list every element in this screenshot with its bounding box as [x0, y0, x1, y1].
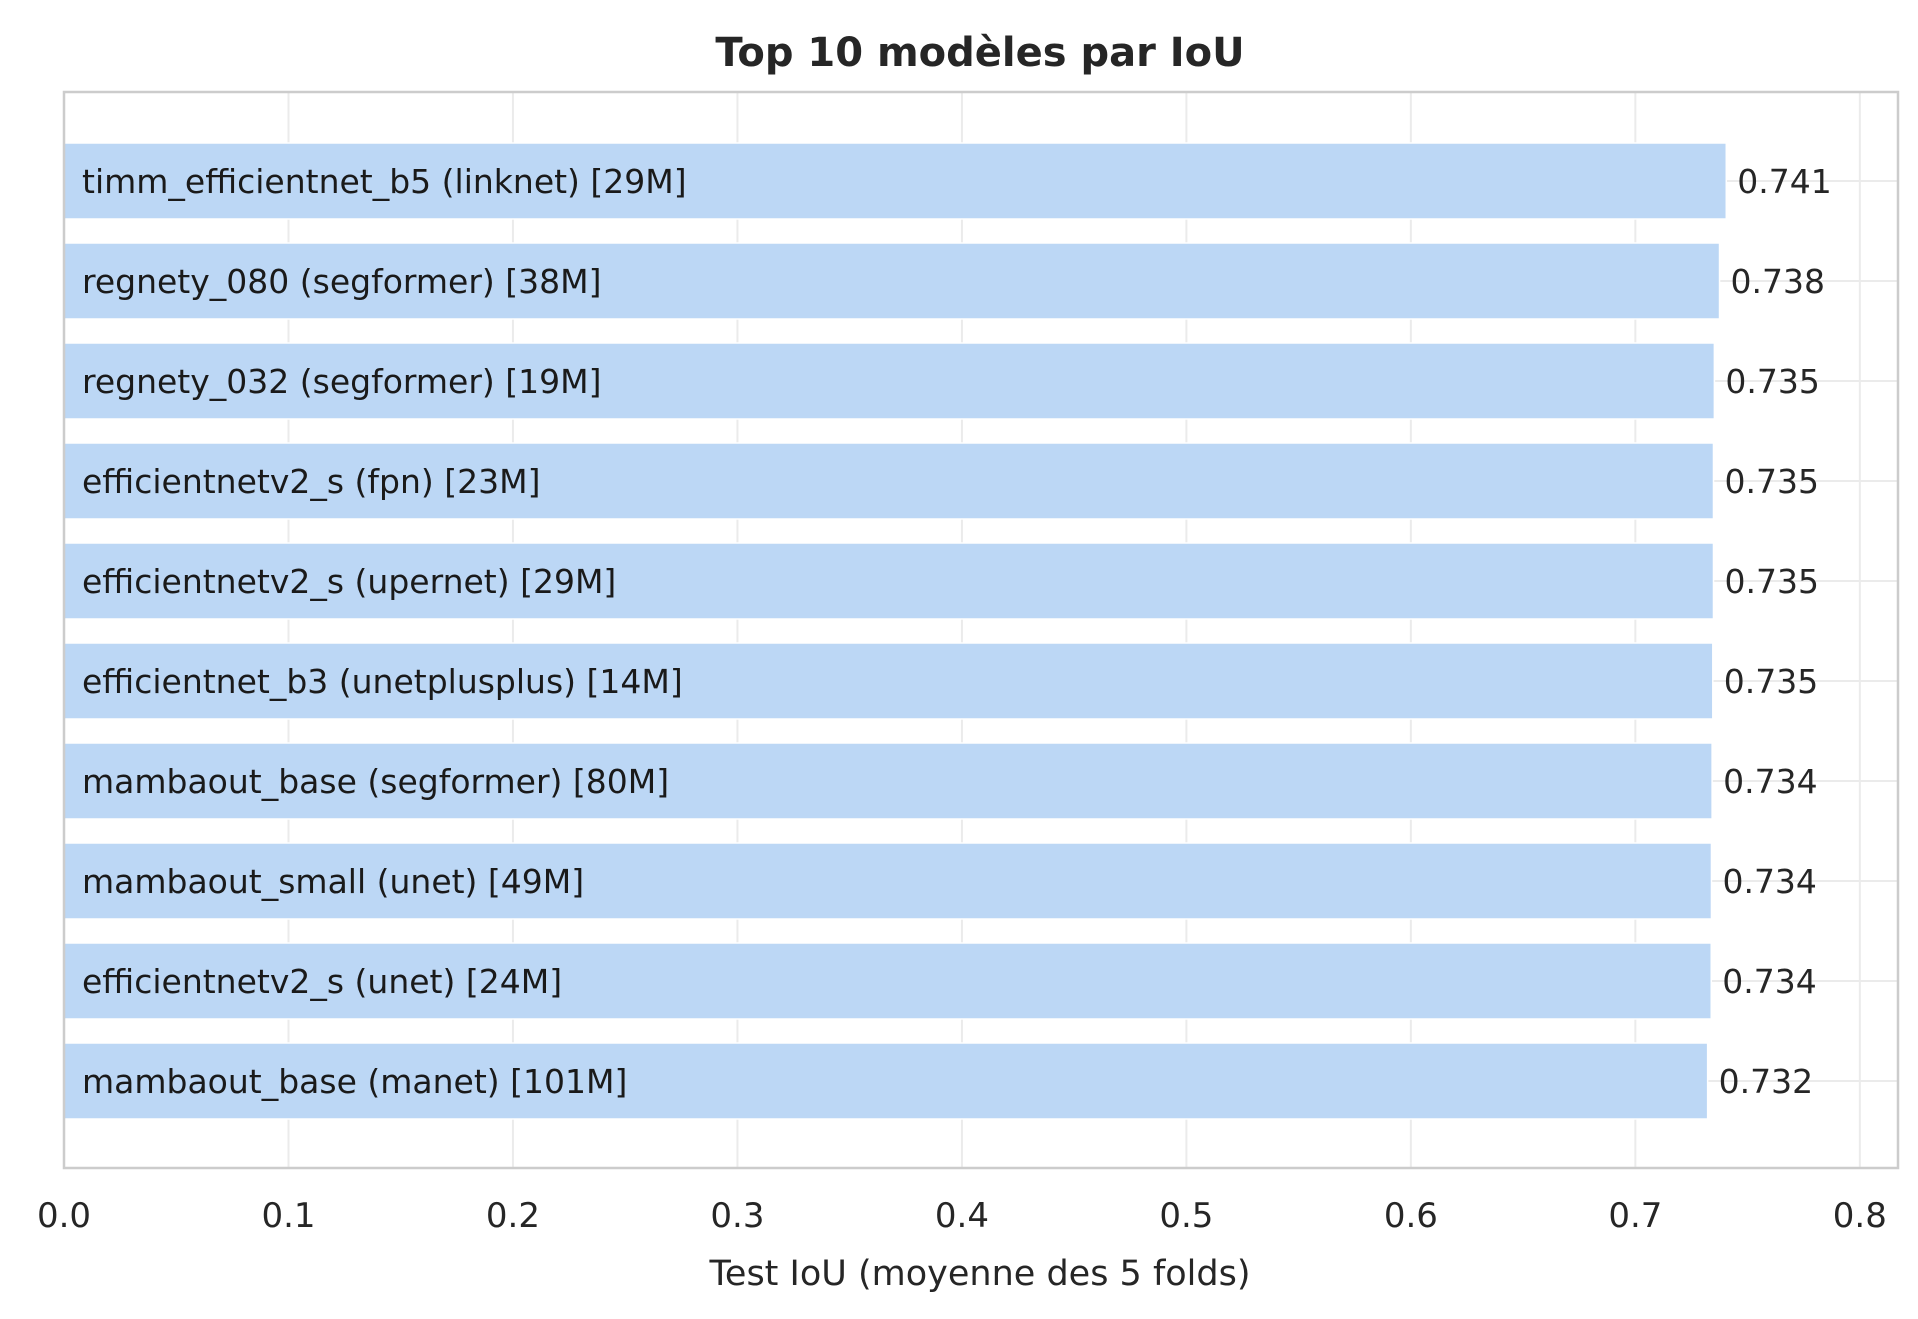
bar [63, 142, 1728, 220]
bar [63, 842, 1713, 920]
bar-category-label: regnety_080 (segformer) [38M] [82, 262, 601, 301]
bar [63, 342, 1716, 420]
bar [63, 942, 1712, 1020]
bar-category-label: timm_efficientnet_b5 (linknet) [29M] [82, 162, 687, 201]
bar [63, 242, 1721, 320]
x-tick-label: 0.8 [1833, 1196, 1887, 1236]
x-tick-label: 0.5 [1159, 1196, 1213, 1236]
bar-category-label: mambaout_base (segformer) [80M] [82, 762, 669, 801]
bars: timm_efficientnet_b5 (linknet) [29M] 0.74… [63, 142, 1832, 1120]
x-tick-label: 0.3 [710, 1196, 764, 1236]
x-tick-label: 0.7 [1608, 1196, 1662, 1236]
bar-value-label: 0.735 [1725, 362, 1819, 401]
bar-category-label: efficientnetv2_s (unet) [24M] [82, 962, 562, 1001]
bar-value-label: 0.735 [1724, 562, 1818, 601]
x-axis-label: Test IoU (moyenne des 5 folds) [708, 1254, 1250, 1294]
bar-value-label: 0.732 [1719, 1062, 1813, 1101]
bar-value-label: 0.735 [1724, 662, 1818, 701]
plot-frame [62, 90, 1900, 1170]
chart-title: Top 10 modèles par IoU [715, 30, 1244, 76]
bar [63, 542, 1715, 620]
bar-value-label: 0.741 [1737, 162, 1831, 201]
bar-category-label: efficientnetv2_s (upernet) [29M] [82, 562, 616, 601]
bar-category-label: mambaout_small (unet) [49M] [82, 862, 584, 901]
bar-value-label: 0.734 [1723, 762, 1817, 801]
bar-value-label: 0.734 [1722, 862, 1816, 901]
bar [63, 742, 1713, 820]
x-tick-label: 0.1 [261, 1196, 315, 1236]
bar-category-label: efficientnetv2_s (fpn) [23M] [82, 462, 540, 501]
bar [63, 642, 1714, 720]
bar-category-label: mambaout_base (manet) [101M] [82, 1062, 627, 1101]
x-tick-label: 0.4 [935, 1196, 989, 1236]
x-axis-ticks: 0.0 0.1 0.2 0.3 0.4 0.5 0.6 0.7 0.8 [37, 1196, 1887, 1236]
bar [63, 1042, 1709, 1120]
x-tick-label: 0.0 [37, 1196, 91, 1236]
x-tick-label: 0.6 [1384, 1196, 1438, 1236]
bar [63, 442, 1715, 520]
bar-category-label: regnety_032 (segformer) [19M] [82, 362, 601, 401]
x-tick-label: 0.2 [486, 1196, 540, 1236]
bar-value-label: 0.734 [1722, 962, 1816, 1001]
bar-category-label: efficientnet_b3 (unetplusplus) [14M] [82, 662, 683, 701]
bar-value-label: 0.735 [1724, 462, 1818, 501]
bar-value-label: 0.738 [1731, 262, 1825, 301]
